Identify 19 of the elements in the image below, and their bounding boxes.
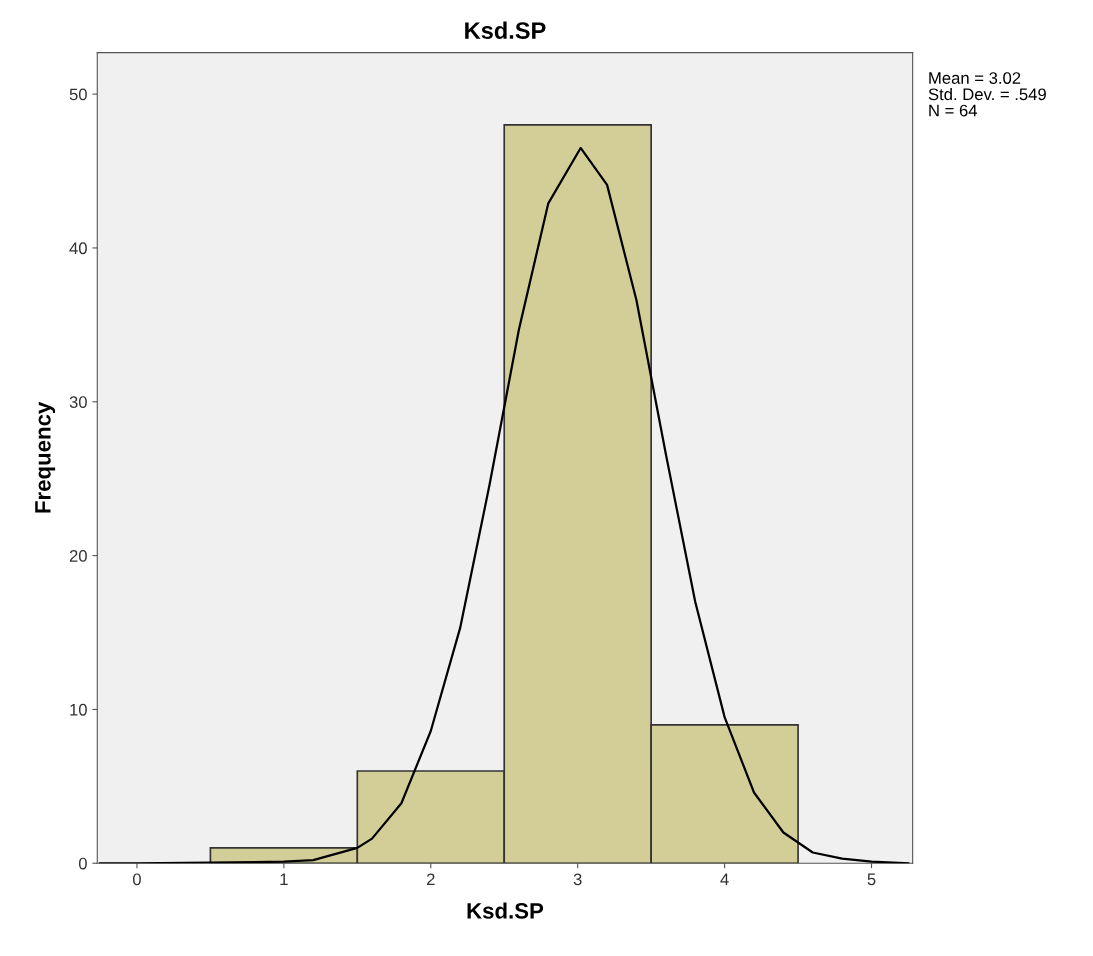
x-tick-label: 5 <box>867 873 876 886</box>
x-tick-label: 3 <box>573 873 582 886</box>
text: N = 64 <box>929 104 978 117</box>
line-series <box>99 146 910 864</box>
x-tick-label: 1 <box>280 873 288 886</box>
text: Std. Dev. = .549 <box>928 87 1046 101</box>
y-tick-label: 20 <box>69 550 87 562</box>
y-axis-title: Frequency <box>35 401 56 513</box>
y-tick-label: 0 <box>78 857 87 870</box>
y-tick-label: 10 <box>70 703 87 716</box>
text: Mean = 3.02 <box>929 72 1021 84</box>
x-tick-label: 2 <box>426 873 435 886</box>
x-tick-label: 0 <box>132 873 141 886</box>
y-tick-label: 30 <box>69 396 87 408</box>
y-tick-label: 40 <box>69 242 87 255</box>
y-tick-label: 50 <box>69 88 87 101</box>
x-axis-title: Ksd.SP <box>467 902 544 919</box>
chart-title: Ksd.SP <box>465 21 546 39</box>
x-tick-label: 4 <box>720 873 729 886</box>
